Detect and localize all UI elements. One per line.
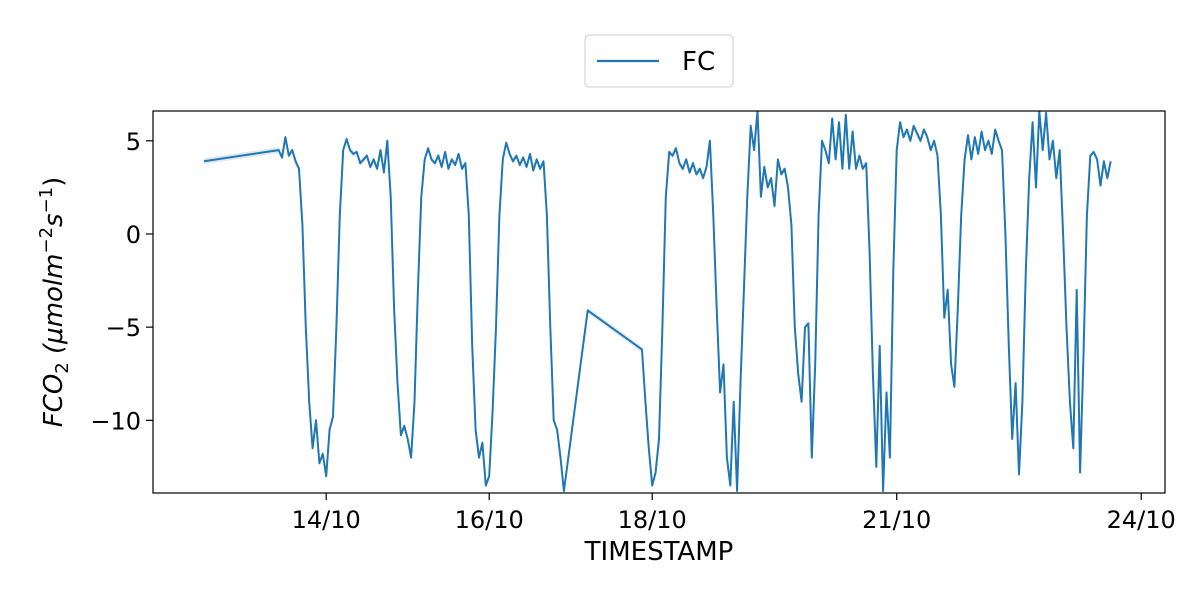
series-band-fc bbox=[203, 111, 1111, 493]
x-axis-label: TIMESTAMP bbox=[584, 537, 734, 567]
x-tick-label: 14/10 bbox=[292, 506, 361, 534]
x-tick-label: 16/10 bbox=[455, 506, 524, 534]
y-tick-label: −5 bbox=[106, 314, 141, 342]
confidence-band-layer bbox=[203, 111, 1111, 493]
y-axis-ticks: 5 0 −5 −10 bbox=[90, 128, 153, 435]
legend-label-fc: FC bbox=[682, 47, 715, 77]
x-tick-label: 24/10 bbox=[1107, 506, 1176, 534]
y-tick-label: 5 bbox=[126, 128, 141, 156]
plot-frame bbox=[152, 110, 1166, 494]
series-line-layer bbox=[203, 111, 1112, 493]
x-tick-label: 21/10 bbox=[862, 506, 931, 534]
y-axis-label: FCO2 (μmolm−2s−1) bbox=[36, 177, 73, 428]
y-tick-label: −10 bbox=[90, 407, 141, 435]
series-line-fc bbox=[203, 111, 1112, 493]
x-tick-label: 18/10 bbox=[618, 506, 687, 534]
x-axis-ticks: 14/10 16/10 18/10 21/10 24/10 bbox=[292, 493, 1176, 534]
legend: FC bbox=[584, 34, 734, 88]
y-tick-label: 0 bbox=[126, 221, 141, 249]
